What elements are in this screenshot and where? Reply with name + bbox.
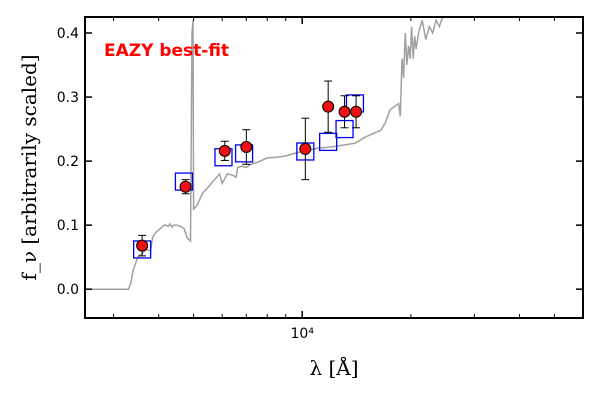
x-tick-label: 10⁴: [291, 326, 315, 342]
observed-photometry-layer: [136, 80, 363, 257]
annotation-text: EAZY best-fit: [104, 41, 229, 61]
observed-point: [136, 239, 149, 252]
y-tick-label: 0.0: [57, 282, 79, 298]
y-tick-label: 0.1: [57, 218, 79, 234]
x-axis-label: λ [Å]: [309, 355, 358, 380]
observed-point: [179, 180, 192, 193]
observed-point: [240, 141, 253, 154]
observed-point: [218, 144, 231, 157]
model-photometry-point: [319, 132, 338, 152]
y-tick-label: 0.2: [57, 154, 79, 170]
observed-point: [322, 100, 335, 113]
observed-point: [299, 142, 312, 155]
model-spectrum-layer: [85, 16, 446, 290]
y-axis-label: f_ν [arbitrarily scaled]: [17, 54, 41, 280]
y-tick-label: 0.3: [57, 90, 79, 106]
model-photometry-layer: [132, 94, 365, 259]
observed-point: [338, 105, 351, 118]
axis-ticks: 0.0 0.1 0.2 0.3 0.4 10⁴: [57, 17, 583, 342]
observed-point: [350, 105, 363, 118]
plot-frame: [84, 16, 584, 319]
model-spectrum-line: [85, 16, 446, 290]
y-tick-label: 0.4: [57, 26, 79, 42]
